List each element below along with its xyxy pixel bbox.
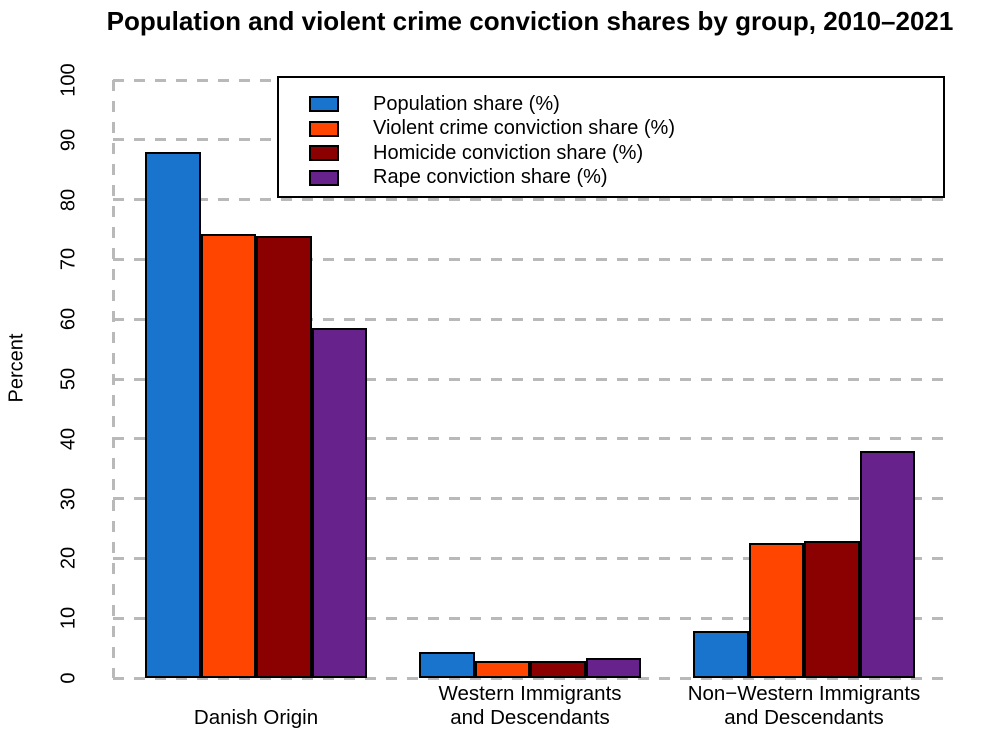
y-axis-title: Percent [5,333,28,403]
gridline-0 [113,676,945,680]
y-tick-label-20: 20 [57,547,80,570]
bar-group1-series1 [145,151,201,678]
bar-group2-series4 [585,657,641,678]
y-tick-label-70: 70 [57,248,80,271]
x-category-label-line: Danish Origin [193,706,319,729]
legend-row-1: Population share (%) [279,92,943,117]
gridline-40 [113,437,945,441]
x-category-label-line: and Descendants [724,706,884,729]
x-category-label-line: and Descendants [450,706,610,729]
legend-swatch-icon [309,120,339,137]
x-category-label-line: Non−Western Immigrants [687,682,921,705]
y-tick-label-40: 40 [57,427,80,450]
gridline-10 [113,616,945,620]
y-tick-label-60: 60 [57,308,80,331]
y-tick-label-30: 30 [57,487,80,510]
legend-label: Rape conviction share (%) [373,166,608,189]
bar-group3-series1 [693,631,749,678]
legend-swatch-icon [309,145,339,162]
gridline-60 [113,317,945,321]
gridline-20 [113,556,945,560]
bar-group2-series2 [474,660,530,678]
legend-label: Homicide conviction share (%) [373,141,644,164]
legend-row-2: Violent crime conviction share (%) [279,117,943,142]
bar-group1-series3 [256,236,312,678]
bar-group3-series4 [859,451,915,678]
y-tick-label-0: 0 [57,672,80,684]
gridline-30 [113,497,945,501]
y-tick-label-10: 10 [57,607,80,630]
legend-row-4: Rape conviction share (%) [279,166,943,191]
bar-group2-series1 [419,652,475,678]
legend-label: Violent crime conviction share (%) [373,117,675,140]
x-category-label-line: Western Immigrants [438,682,622,705]
y-tick-label-50: 50 [57,367,80,391]
legend-box: Population share (%) Violent crime convic… [277,76,945,198]
y-tick-label-100: 100 [57,63,80,97]
x-category-label-3: Non−Western Immigrants and Descendants [688,682,921,730]
gridline-70 [113,257,945,261]
legend-label: Population share (%) [373,92,560,115]
bar-group1-series4 [311,327,367,678]
bar-group3-series3 [804,541,860,678]
x-category-label-2: Western Immigrants and Descendants [438,682,621,730]
y-tick-label-90: 90 [57,128,80,151]
gridline-80 [113,198,945,202]
bar-group3-series2 [748,542,804,678]
x-category-label-1: Danish Origin [194,682,318,730]
plot-area [112,78,945,680]
legend-swatch-icon [309,169,339,186]
chart-title: Population and violent crime conviction … [106,6,954,36]
legend-row-3: Homicide conviction share (%) [279,141,943,166]
bar-group2-series3 [530,660,586,678]
gridline-50 [113,377,945,381]
legend-swatch-icon [309,96,339,113]
bar-group1-series2 [200,233,256,678]
y-tick-label-80: 80 [57,188,80,211]
